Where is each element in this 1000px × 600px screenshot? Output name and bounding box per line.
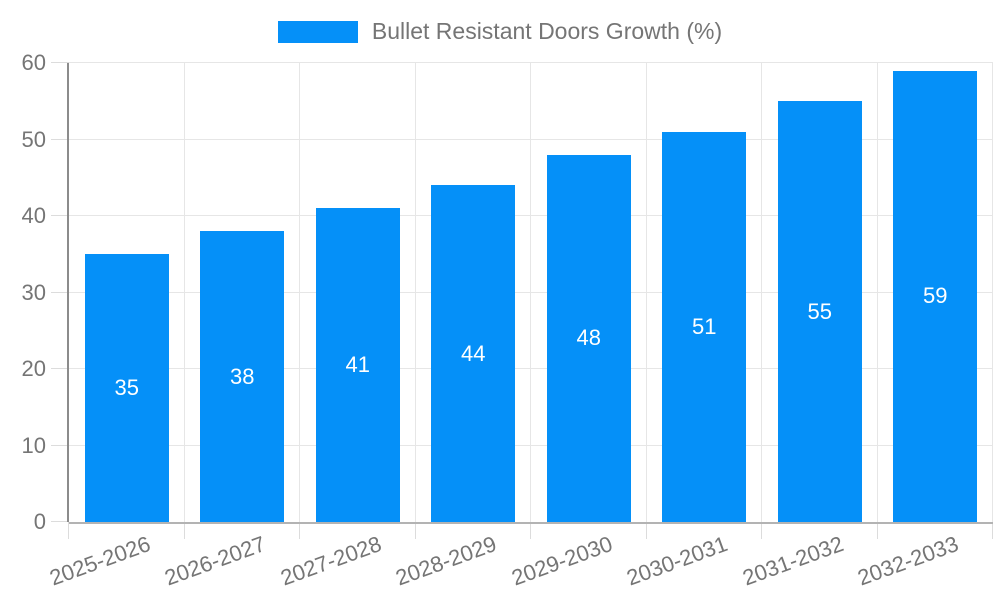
bar-2031-2032[interactable] xyxy=(777,101,862,522)
y-axis-tick xyxy=(51,138,69,140)
x-gridline xyxy=(645,63,647,522)
y-axis-tick xyxy=(51,521,69,523)
bar-2030-2031[interactable] xyxy=(662,131,747,522)
y-axis-tick-label: 30 xyxy=(21,279,46,305)
bar-2025-2026[interactable] xyxy=(84,254,169,522)
x-axis-tick xyxy=(299,522,301,539)
y-axis-tick-label: 0 xyxy=(33,509,46,534)
x-axis-tick xyxy=(530,522,532,539)
x-axis-tick xyxy=(761,522,763,539)
x-axis-category-label: 2026-2027 xyxy=(161,531,269,591)
bar-2027-2028[interactable] xyxy=(315,208,400,522)
y-gridline xyxy=(69,62,993,64)
y-axis-tick-label: 40 xyxy=(21,203,46,228)
x-gridline xyxy=(876,63,878,522)
legend[interactable]: Bullet Resistant Doors Growth (%) xyxy=(0,18,1000,45)
x-axis-category-label: 2030-2031 xyxy=(623,531,731,591)
x-axis-category-label: 2027-2028 xyxy=(276,531,385,591)
y-axis-tick xyxy=(51,62,69,64)
y-axis-tick-label: 10 xyxy=(21,432,46,458)
x-gridline xyxy=(992,63,994,522)
x-gridline xyxy=(183,63,185,522)
y-axis-tick-label: 60 xyxy=(21,50,46,75)
y-axis-tick xyxy=(51,368,69,370)
legend-swatch xyxy=(277,20,358,43)
y-axis-tick-label: 50 xyxy=(21,126,46,152)
x-axis-tick xyxy=(992,522,994,539)
y-axis-tick xyxy=(51,444,69,446)
x-gridline xyxy=(299,63,301,522)
x-gridline xyxy=(761,63,763,522)
x-gridline xyxy=(414,63,416,522)
x-axis-category-label: 2025-2026 xyxy=(45,531,154,591)
x-axis-category-label: 2031-2032 xyxy=(738,531,847,591)
y-axis-tick xyxy=(51,291,69,293)
x-axis-category-label: 2032-2033 xyxy=(854,531,962,591)
bar-2026-2027[interactable] xyxy=(200,231,285,522)
y-axis-line xyxy=(67,63,69,522)
x-axis-tick xyxy=(183,522,185,539)
x-axis-category-label: 2028-2029 xyxy=(392,531,500,591)
bar-2032-2033[interactable] xyxy=(893,70,978,522)
x-axis-tick xyxy=(876,522,878,539)
x-axis-tick xyxy=(414,522,416,539)
x-axis-line xyxy=(69,522,993,524)
x-gridline xyxy=(530,63,532,522)
bar-2029-2030[interactable] xyxy=(546,154,631,522)
bar-2028-2029[interactable] xyxy=(431,185,516,522)
x-axis-tick xyxy=(645,522,647,539)
y-axis-tick xyxy=(51,215,69,217)
x-axis-category-label: 2029-2030 xyxy=(507,531,616,591)
legend-label: Bullet Resistant Doors Growth (%) xyxy=(371,18,723,44)
x-axis-tick xyxy=(68,522,70,539)
y-axis-tick-label: 20 xyxy=(21,356,46,381)
